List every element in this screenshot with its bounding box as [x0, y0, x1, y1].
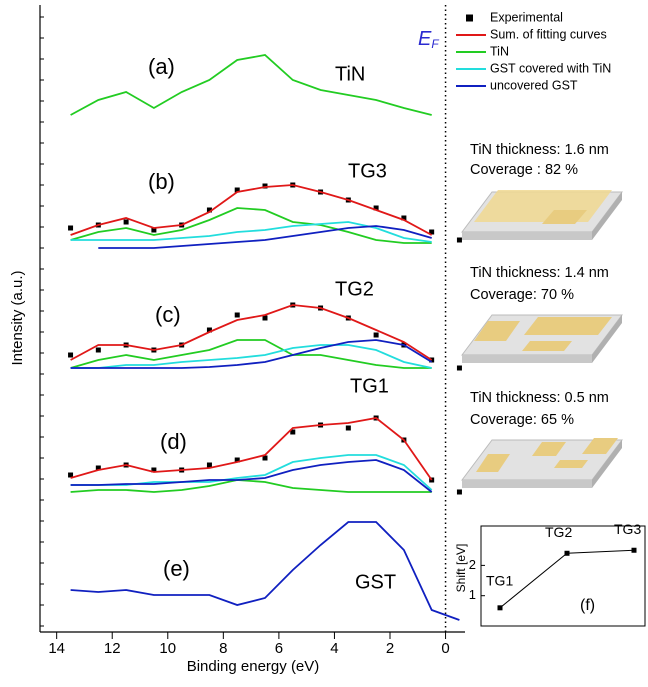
y-axis-label: Intensity (a.u.) — [9, 270, 26, 365]
data-point — [123, 219, 129, 225]
data-point — [206, 207, 212, 213]
data-point — [234, 457, 240, 463]
x-axis-label: Binding energy (eV) — [187, 658, 320, 675]
x-tick-label: 10 — [159, 640, 176, 657]
x-tick-label: 4 — [330, 640, 338, 657]
data-point — [290, 429, 296, 435]
schematic-tg3 — [461, 190, 623, 240]
legend-label: GST covered with TiN — [490, 61, 611, 75]
x-tick-label: 6 — [275, 640, 283, 657]
schematics — [461, 190, 623, 488]
series-line — [70, 184, 433, 236]
inset-y-tick-label: 2 — [469, 557, 476, 572]
annotation: (c) — [155, 302, 181, 327]
annotation: Coverage: 65 % — [470, 412, 574, 428]
fermi-label: EF — [418, 28, 439, 51]
annotation: TiN — [335, 63, 365, 85]
x-tick-label: 0 — [441, 640, 449, 657]
schematic-tg2 — [461, 314, 623, 363]
annotation: TiN thickness: 1.6 nm — [470, 142, 609, 158]
schematic-tg1 — [461, 438, 623, 488]
annotation: TG3 — [348, 160, 387, 182]
fermi-label-sub: F — [431, 37, 439, 51]
annotation: (b) — [148, 169, 175, 194]
legend-marker — [466, 14, 473, 22]
legend-label: Sum. of fitting curves — [490, 27, 607, 41]
inset-frame — [480, 525, 646, 627]
series-line — [70, 339, 433, 369]
annotation: (e) — [163, 556, 190, 581]
data-point — [68, 352, 74, 358]
inset-point — [631, 547, 637, 553]
annotation: (d) — [160, 429, 187, 454]
series-line — [70, 344, 432, 369]
data-point — [373, 205, 379, 211]
annotation: Coverage : 82 % — [470, 162, 578, 178]
series-line — [70, 339, 432, 369]
data-point — [95, 347, 101, 353]
annotation: (a) — [148, 54, 175, 79]
inset-category-label: TG3 — [614, 521, 641, 537]
series-line — [70, 207, 432, 244]
annotation: GST — [355, 571, 396, 593]
series-line — [70, 221, 432, 243]
inset-category-label: TG2 — [545, 524, 572, 540]
data-point — [401, 215, 407, 221]
inset-point — [497, 605, 503, 611]
data-point — [262, 183, 268, 189]
x-tick-label: 8 — [219, 640, 227, 657]
data-point — [206, 327, 212, 333]
annotation: TiN thickness: 1.4 nm — [470, 265, 609, 281]
inset-y-tick-label: 1 — [469, 587, 476, 602]
data-point — [68, 472, 74, 478]
legend-label: uncovered GST — [490, 78, 578, 92]
data-point — [151, 227, 157, 233]
inset-category-label: TG1 — [486, 573, 513, 589]
legend-label: Experimental — [490, 10, 563, 24]
data-point — [95, 465, 101, 471]
fermi-label-main: E — [418, 28, 432, 50]
series-line — [70, 54, 432, 116]
series-line — [98, 225, 432, 249]
data-point — [234, 312, 240, 318]
data-point — [456, 237, 462, 243]
data-point — [456, 365, 462, 371]
data-point — [68, 225, 74, 231]
x-tick-label: 12 — [104, 640, 121, 657]
data-point — [262, 455, 268, 461]
inset-y-label: Shift [eV] — [454, 544, 468, 593]
data-point — [234, 187, 240, 193]
annotation: TG2 — [335, 278, 374, 300]
series-line — [70, 304, 433, 361]
x-tick-label: 2 — [386, 640, 394, 657]
inset-label: (f) — [580, 597, 595, 614]
annotation: Coverage: 70 % — [470, 287, 574, 303]
data-point — [456, 489, 462, 495]
data-point — [206, 462, 212, 468]
series-line — [70, 459, 433, 493]
annotation: TiN thickness: 0.5 nm — [470, 390, 609, 406]
legend-label: TiN — [490, 44, 509, 58]
series-line — [70, 479, 432, 493]
data-point — [151, 467, 157, 473]
data-point — [345, 425, 351, 431]
series-line — [70, 417, 433, 481]
annotation: TG1 — [350, 375, 389, 397]
data-point — [262, 315, 268, 321]
data-point — [373, 332, 379, 338]
x-tick-label: 14 — [48, 640, 65, 657]
inset-point — [564, 550, 570, 556]
data-point — [429, 229, 435, 235]
series-line — [70, 521, 460, 621]
